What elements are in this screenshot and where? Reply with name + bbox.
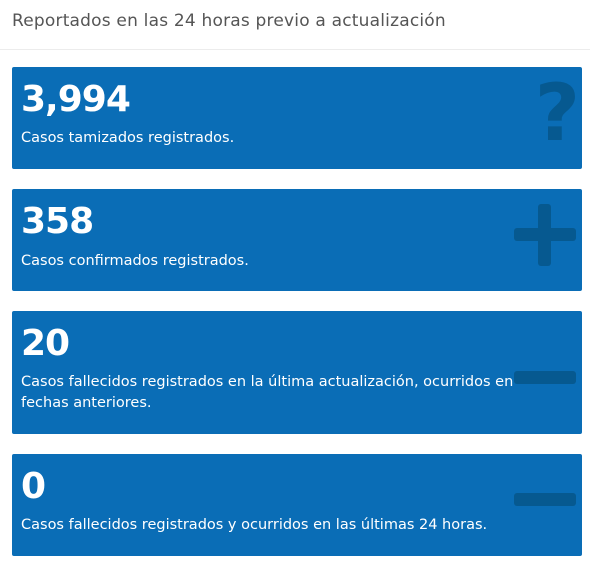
- question-icon: ?: [534, 69, 580, 159]
- stat-card-screened: 3,994 Casos tamizados registrados. ?: [12, 67, 582, 169]
- stat-label-deaths-24h: Casos fallecidos registrados y ocurridos…: [21, 517, 488, 533]
- stat-label-deaths-previous: Casos fallecidos registrados en la últim…: [21, 374, 514, 411]
- header: Reportados en las 24 horas previo a actu…: [0, 0, 590, 50]
- stat-value-screened: 3,994: [21, 79, 131, 120]
- stat-label-confirmed: Casos confirmados registrados.: [21, 253, 249, 269]
- minus-icon: [514, 493, 576, 506]
- minus-icon: [514, 371, 576, 384]
- plus-icon: [514, 204, 576, 266]
- stat-label-screened: Casos tamizados registrados.: [21, 130, 235, 146]
- stat-card-deaths-previous: 20 Casos fallecidos registrados en la úl…: [12, 311, 582, 434]
- page-title: Reportados en las 24 horas previo a actu…: [12, 11, 446, 31]
- stat-value-deaths-previous: 20: [21, 323, 70, 364]
- stat-value-confirmed: 358: [21, 201, 94, 242]
- stat-card-deaths-24h: 0 Casos fallecidos registrados y ocurrid…: [12, 454, 582, 556]
- stat-card-confirmed: 358 Casos confirmados registrados.: [12, 189, 582, 291]
- stat-value-deaths-24h: 0: [21, 466, 46, 507]
